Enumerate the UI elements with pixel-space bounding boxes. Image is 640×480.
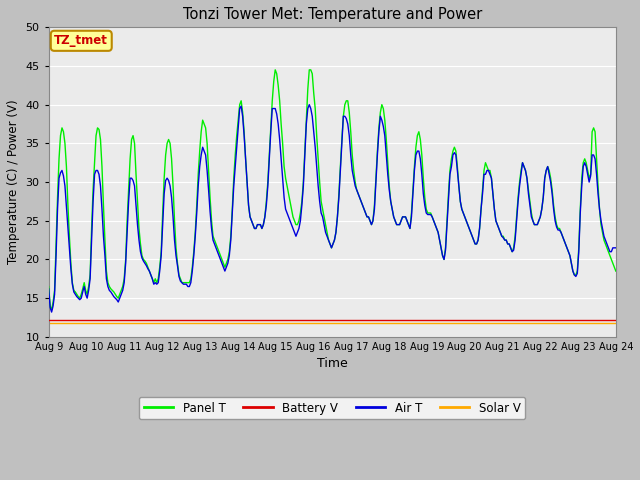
Title: Tonzi Tower Met: Temperature and Power: Tonzi Tower Met: Temperature and Power [182, 7, 482, 22]
Y-axis label: Temperature (C) / Power (V): Temperature (C) / Power (V) [7, 100, 20, 264]
Legend: Panel T, Battery V, Air T, Solar V: Panel T, Battery V, Air T, Solar V [139, 397, 525, 420]
Text: TZ_tmet: TZ_tmet [54, 34, 108, 48]
X-axis label: Time: Time [317, 357, 348, 370]
